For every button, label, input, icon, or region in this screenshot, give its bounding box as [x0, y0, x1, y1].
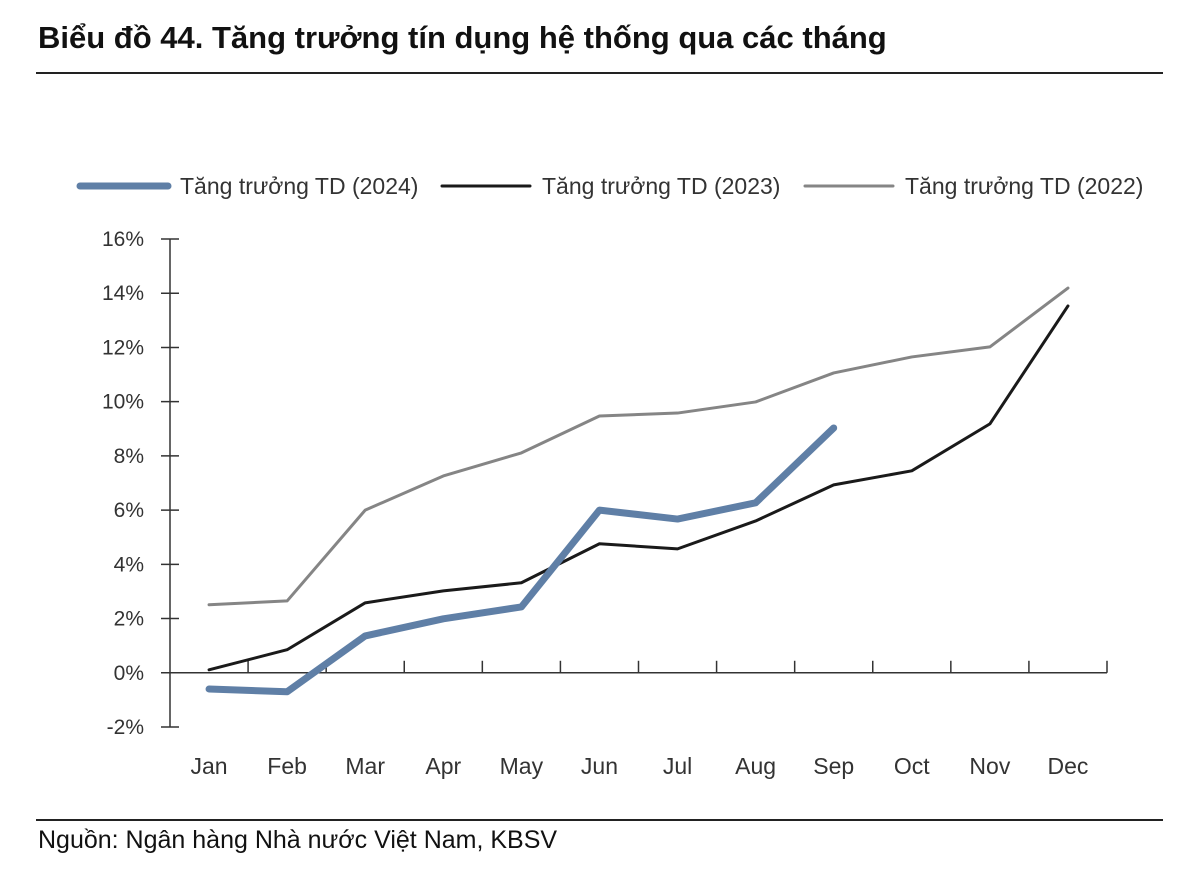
- y-tick-label: 8%: [114, 445, 144, 468]
- series-line-2024: [205, 424, 838, 696]
- legend-label: Tăng trưởng TD (2024): [180, 173, 418, 199]
- x-tick-label: Apr: [425, 753, 461, 779]
- legend-label: Tăng trưởng TD (2022): [905, 173, 1143, 199]
- y-tick-label: 0%: [114, 662, 144, 685]
- chart-title: Biểu đồ 44. Tăng trưởng tín dụng hệ thốn…: [38, 20, 887, 55]
- x-tick-label: Mar: [345, 753, 385, 779]
- x-tick-label: Jun: [581, 753, 618, 779]
- series-line-2022: [207, 286, 1070, 607]
- x-tick-label: Jul: [663, 753, 692, 779]
- y-tick-label: 12%: [102, 336, 144, 359]
- x-tick-label: May: [500, 753, 544, 779]
- y-tick-label: 4%: [114, 553, 144, 576]
- x-tick-label: Sep: [813, 753, 854, 779]
- source-divider: [36, 819, 1163, 821]
- x-tick-label: Oct: [894, 753, 930, 779]
- legend-label: Tăng trưởng TD (2023): [542, 173, 780, 199]
- y-tick-label: 16%: [102, 228, 144, 251]
- x-tick-label: Jan: [190, 753, 227, 779]
- y-tick-label: 14%: [102, 282, 144, 305]
- y-tick-label: 2%: [114, 608, 144, 631]
- y-tick-label: 6%: [114, 499, 144, 522]
- x-tick-label: Nov: [969, 753, 1010, 779]
- x-tick-label: Feb: [267, 753, 307, 779]
- title-divider: [36, 72, 1163, 74]
- source-note: Nguồn: Ngân hàng Nhà nước Việt Nam, KBSV: [38, 826, 558, 854]
- y-tick-label: -2%: [107, 716, 144, 739]
- series-line-2023: [207, 304, 1070, 672]
- x-tick-label: Aug: [735, 753, 776, 779]
- y-tick-label: 10%: [102, 391, 144, 414]
- x-tick-label: Dec: [1048, 753, 1089, 779]
